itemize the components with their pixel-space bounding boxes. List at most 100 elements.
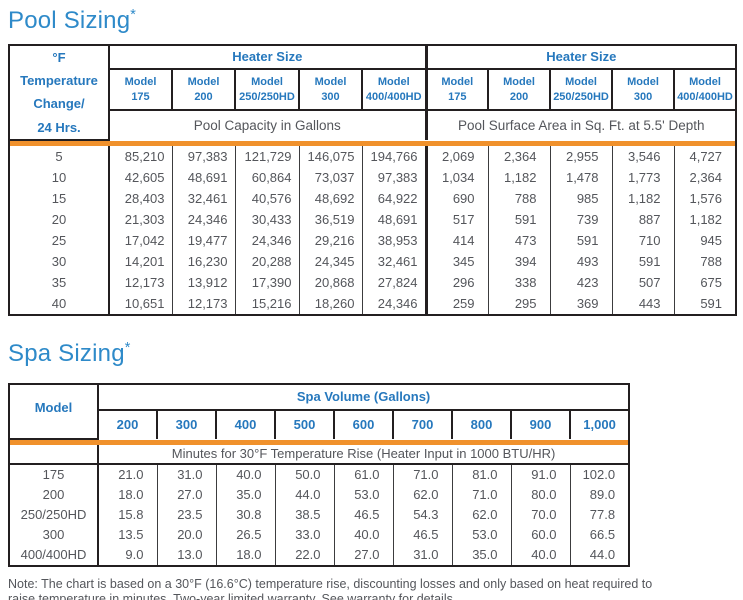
value-cell: 71.0 (451, 484, 511, 505)
value-cell: 91.0 (510, 463, 570, 485)
value-cell: 61.0 (333, 463, 393, 485)
value-cell: 296 (424, 272, 489, 294)
temp-cell: 15 (51, 191, 67, 207)
minutes-subheader: Minutes for 30°F Temperature Rise (Heate… (98, 444, 630, 465)
value-cell: 887 (611, 209, 675, 231)
spa-sizing-title-text: Spa Sizing (8, 340, 125, 368)
model-value: 250/250HD (553, 90, 609, 103)
temp-cell: 20 (51, 212, 67, 228)
pool-sizing-title-text: Pool Sizing (8, 7, 131, 34)
value-cell: 19,477 (171, 230, 235, 252)
value-cell: 53.0 (333, 484, 393, 505)
model-value: 400/400HD (677, 90, 733, 103)
value-cell: 71.0 (392, 463, 452, 485)
model-header-cell: Model 300 (298, 69, 362, 112)
value-cell: 31.0 (392, 544, 452, 566)
footnote: Note: The chart is based on a 30°F (16.6… (8, 577, 735, 600)
model-label: Model (124, 75, 157, 88)
value-cell: 22.0 (274, 544, 334, 566)
value-cell: 12,173 (171, 293, 235, 316)
table-row: 20 21,303 24,346 30,433 36,519 48,691 51… (9, 209, 737, 231)
value-cell: 9.0 (97, 544, 157, 566)
value-cell: 50.0 (274, 463, 334, 485)
pool-header-row-subtitles: Pool Capacity in Gallons Pool Surface Ar… (9, 110, 737, 141)
value-cell: 40.0 (333, 524, 393, 545)
temp-change-header: °F Temperature Change/ 24 Hrs. (9, 44, 110, 142)
value-cell: 13.5 (97, 524, 157, 545)
value-cell: 85,210 (108, 146, 172, 168)
model-label: Model (251, 75, 283, 88)
value-cell: 40,576 (234, 188, 299, 210)
value-cell: 21,303 (108, 209, 172, 231)
value-cell: 690 (424, 188, 489, 210)
table-row: 200 18.0 27.0 35.0 44.0 53.0 62.0 71.0 8… (9, 484, 630, 505)
temp-cell: 30 (51, 254, 67, 270)
orange-divider-bar (9, 140, 737, 147)
table-row: 35 12,173 13,912 17,390 20,868 27,824 29… (9, 272, 737, 294)
value-cell: 20,868 (298, 272, 362, 294)
value-cell: 295 (487, 293, 551, 316)
heater-size-header-right: Heater Size (424, 44, 737, 71)
value-cell: 73,037 (298, 167, 362, 189)
value-cell: 80.0 (510, 484, 570, 505)
value-cell: 507 (611, 272, 675, 294)
value-cell: 4,727 (673, 146, 737, 168)
value-cell: 1,182 (673, 209, 737, 231)
footnote-line: Note: The chart is based on a 30°F (16.6… (8, 576, 653, 591)
value-cell: 38.5 (274, 504, 334, 525)
model-cell: 175 (42, 466, 65, 482)
value-cell: 985 (549, 188, 613, 210)
value-cell: 24,346 (234, 230, 299, 252)
model-value: 250/250HD (239, 90, 295, 103)
value-cell: 30,433 (234, 209, 299, 231)
value-cell: 46.5 (392, 524, 452, 545)
value-cell: 27,824 (361, 272, 427, 294)
value-cell: 66.5 (569, 524, 630, 545)
model-value: 200 (509, 90, 529, 103)
table-row: 5 85,210 97,383 121,729 146,075 194,766 … (9, 146, 737, 168)
pool-surface-subheader: Pool Surface Area in Sq. Ft. at 5.5' Dep… (424, 110, 737, 141)
model-cell: 400/400HD (20, 546, 87, 562)
temp-header-line: 24 Hrs. (37, 119, 81, 135)
value-cell: 54.3 (392, 504, 452, 525)
temp-cell: 25 (51, 233, 67, 249)
model-cell: 250/250HD (20, 506, 87, 522)
spa-header-row: Model Spa Volume (Gallons) (9, 383, 630, 440)
value-cell: 24,345 (298, 251, 362, 273)
model-column-header: Model (9, 383, 99, 440)
value-cell: 15.8 (97, 504, 157, 525)
value-cell: 591 (673, 293, 737, 316)
volume-header-cell: 300 (156, 409, 216, 439)
table-row: 300 13.5 20.0 26.5 33.0 40.0 46.5 53.0 6… (9, 524, 630, 545)
value-cell: 38,953 (361, 230, 427, 252)
value-cell: 70.0 (510, 504, 570, 525)
value-cell: 194,766 (361, 146, 427, 168)
value-cell: 30.8 (215, 504, 275, 525)
model-header-cell: Model 175 (108, 69, 172, 112)
value-cell: 18,260 (298, 293, 362, 316)
spa-volume-header: Spa Volume (Gallons) (98, 383, 630, 411)
value-cell: 3,546 (611, 146, 675, 168)
table-row: 15 28,403 32,461 40,576 48,692 64,922 69… (9, 188, 737, 210)
value-cell: 945 (673, 230, 737, 252)
value-cell: 493 (549, 251, 613, 273)
value-cell: 17,042 (108, 230, 172, 252)
value-cell: 102.0 (569, 463, 630, 485)
model-header-cell: Model 250/250HD (549, 69, 613, 112)
value-cell: 48,691 (361, 209, 427, 231)
value-cell: 2,364 (487, 146, 551, 168)
volume-header-cell: 700 (392, 409, 452, 439)
value-cell: 20,288 (234, 251, 299, 273)
pool-capacity-subheader: Pool Capacity in Gallons (193, 118, 341, 134)
value-cell: 517 (424, 209, 489, 231)
value-cell: 23.5 (156, 504, 216, 525)
value-cell: 18.0 (215, 544, 275, 566)
value-cell: 1,576 (673, 188, 737, 210)
model-label: Model (627, 75, 659, 88)
value-cell: 18.0 (97, 484, 157, 505)
value-cell: 710 (611, 230, 675, 252)
value-cell: 35.0 (451, 544, 511, 566)
empty-cell (9, 444, 99, 465)
value-cell: 10,651 (108, 293, 172, 316)
value-cell: 97,383 (171, 146, 235, 168)
